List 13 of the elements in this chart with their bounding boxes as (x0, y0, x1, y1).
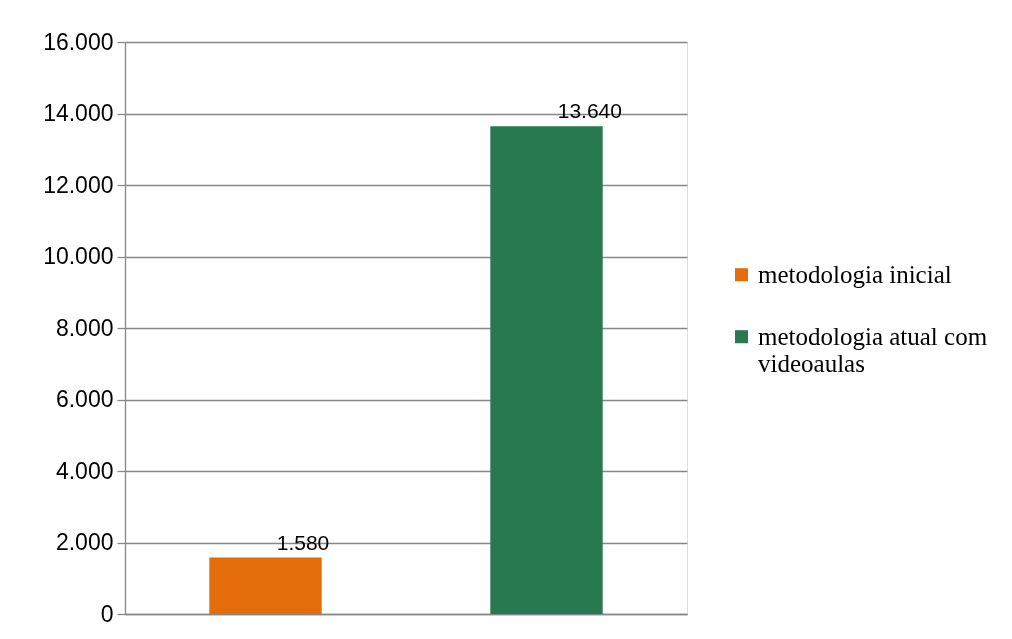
y-tick-label: 10.000 (43, 243, 114, 269)
data-label: 1.580 (276, 530, 330, 554)
legend-label: metodologia inicial (758, 260, 952, 288)
y-tick-label: 4.000 (55, 457, 114, 484)
y-tick-label: 14.000 (43, 100, 114, 126)
y-tick-label: 0 (100, 600, 114, 627)
y-tick-label: 6.000 (55, 386, 114, 412)
legend-label: metodologia atual com videoaulas (758, 322, 988, 377)
y-tick-label: 2.000 (55, 529, 114, 555)
data-label: 13.640 (557, 99, 622, 123)
y-tick-label: 8.000 (55, 314, 114, 341)
y-tick-label: 16.000 (43, 28, 114, 55)
y-tick-label: 12.000 (43, 171, 114, 198)
